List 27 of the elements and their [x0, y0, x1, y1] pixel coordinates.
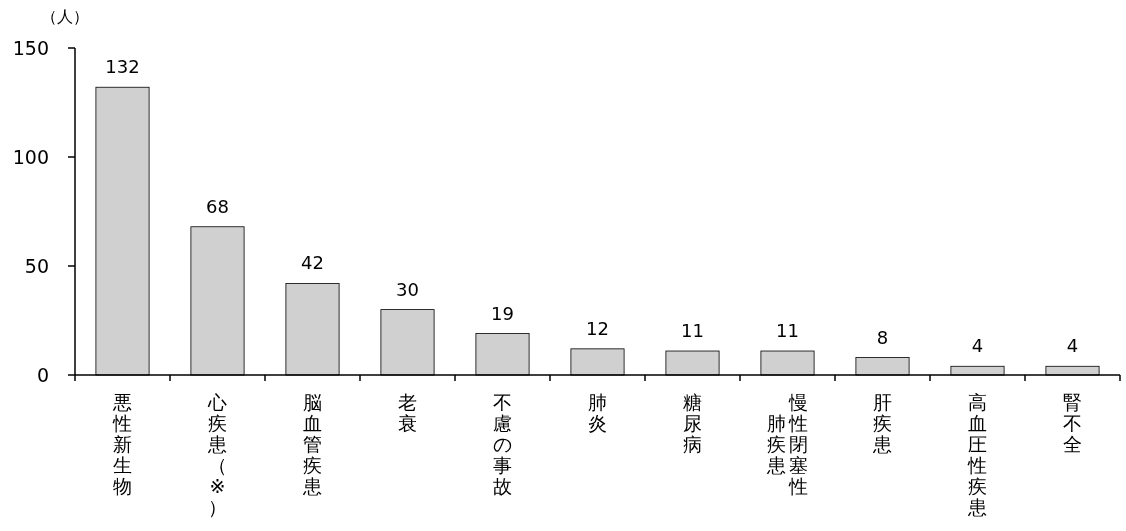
x-tick-label: 老衰 [398, 391, 417, 434]
data-label: 4 [1066, 335, 1079, 357]
x-tick-label: 脳血管疾患 [302, 391, 322, 497]
data-label: 11 [776, 320, 799, 342]
x-tick-label: 肝疾患 [872, 391, 892, 455]
x-tick-label: 肺炎 [588, 391, 607, 434]
y-tick-label: 150 [12, 37, 49, 59]
category-label: 慢性閉塞性肺疾患 [767, 391, 808, 497]
data-label: 4 [971, 335, 984, 357]
data-label: 8 [876, 326, 889, 348]
x-tick-label: 心疾患（※） [207, 391, 227, 518]
x-tick-label: 糖尿病 [683, 391, 702, 455]
x-tick-label: 不慮の事故 [493, 391, 512, 497]
data-label: 42 [301, 252, 324, 274]
x-tick-label: 高血圧性疾患 [967, 391, 987, 518]
data-label: 11 [681, 320, 704, 342]
x-tick-label: 腎不全 [1063, 391, 1082, 455]
x-tick-label: 悪性新生物 [112, 391, 132, 497]
y-tick-label: 0 [36, 364, 49, 386]
data-label: 19 [491, 302, 514, 324]
y-tick-label: 50 [24, 255, 49, 277]
y-axis-title: （人） [41, 7, 89, 26]
data-label: 132 [105, 56, 140, 78]
data-label: 30 [396, 278, 419, 300]
data-label: 68 [206, 195, 229, 217]
data-label: 12 [586, 317, 609, 339]
y-tick-label: 100 [12, 146, 49, 168]
